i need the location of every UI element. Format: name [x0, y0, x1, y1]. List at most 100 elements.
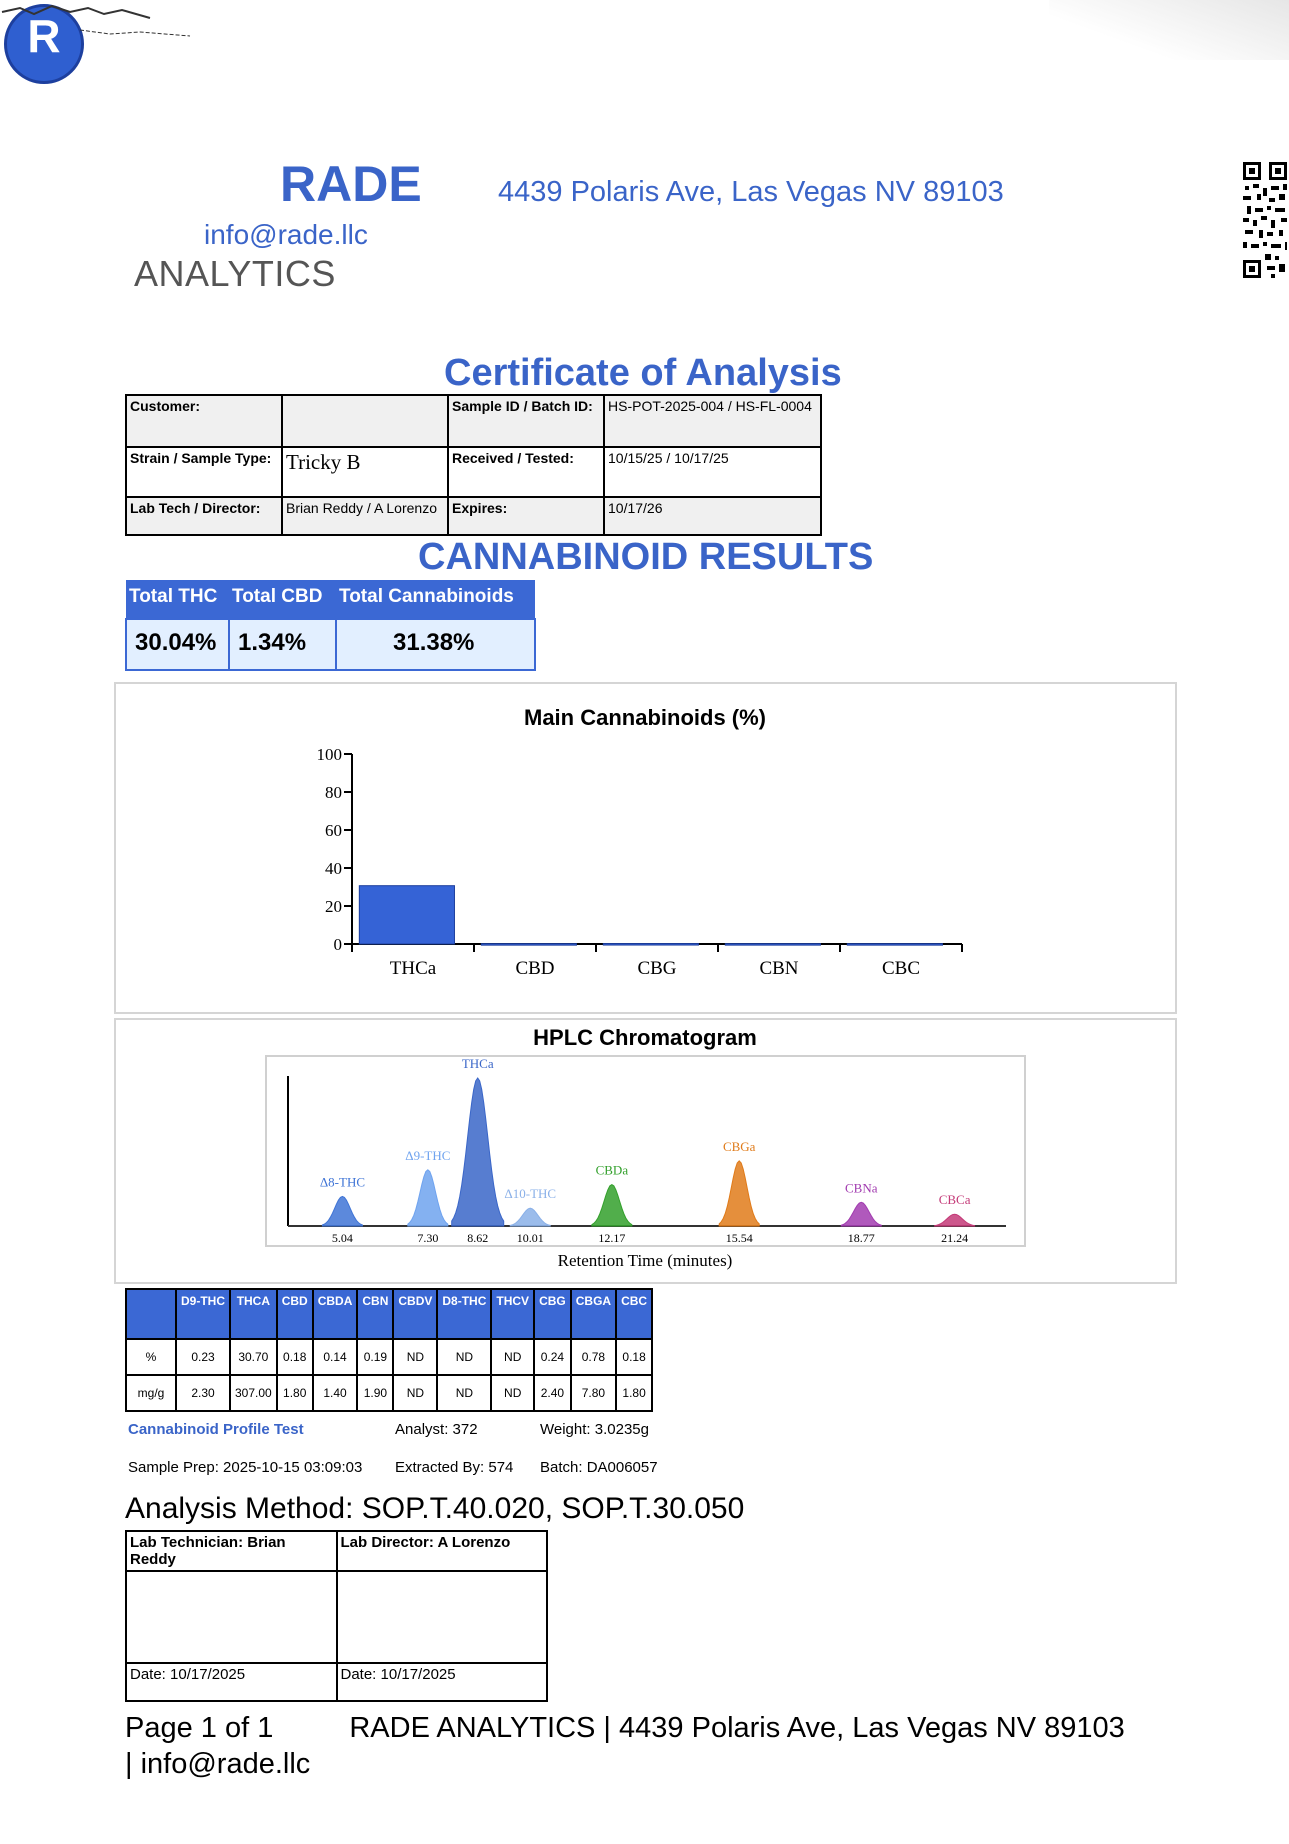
- hplc-peak-label: Δ8-THC: [320, 1174, 365, 1189]
- hplc-x-tick-label: 15.54: [726, 1231, 753, 1245]
- profile-cell: 0.78: [569, 1338, 618, 1376]
- sample-id-value: HS-POT-2025-004 / HS-FL-0004: [603, 394, 822, 448]
- customer-label: Customer:: [125, 394, 283, 448]
- hplc-peak-3: [509, 1207, 551, 1227]
- profile-header-cell: CBG: [533, 1288, 572, 1340]
- batch-info: Batch: DA006057: [540, 1459, 658, 1476]
- profile-cell: 2.40: [533, 1374, 572, 1412]
- hplc-peak-2: [451, 1077, 505, 1227]
- logo-scribble-mark: [1, 4, 191, 37]
- bar-cbg: [602, 943, 699, 946]
- hplc-x-tick-label: 12.17: [598, 1231, 625, 1245]
- profile-cell: 30.70: [229, 1338, 278, 1376]
- profile-cell: ND: [392, 1338, 439, 1376]
- profile-row-label: %: [125, 1338, 177, 1376]
- bar-y-tick-label: 100: [317, 745, 343, 764]
- profile-cell: 1.40: [311, 1374, 359, 1412]
- labtech-label: Lab Tech / Director:: [125, 496, 283, 536]
- page-corner-shadow: [1049, 0, 1289, 60]
- bar-cbd: [480, 943, 577, 946]
- lab-technician-signature: [125, 1570, 338, 1664]
- profile-cell: 1.90: [356, 1374, 395, 1412]
- profile-cell: 1.80: [615, 1374, 654, 1412]
- bar-chart-bars: [358, 885, 943, 946]
- profile-cell: ND: [392, 1374, 439, 1412]
- received-value: 10/15/25 / 10/17/25: [603, 446, 822, 498]
- hplc-peak-label: Δ9-THC: [405, 1148, 450, 1163]
- hplc-x-tick-label: 21.24: [941, 1231, 968, 1245]
- profile-header-cell: CBDV: [392, 1288, 439, 1340]
- hplc-peak-label: CBDa: [596, 1163, 629, 1178]
- hplc-peak-label: THCa: [462, 1056, 494, 1071]
- profile-cell: 0.18: [275, 1338, 314, 1376]
- brand-address: 4439 Polaris Ave, Las Vegas NV 89103: [498, 176, 1004, 208]
- hplc-x-tick-label: 18.77: [848, 1231, 875, 1245]
- hplc-x-tick-label: 7.30: [417, 1231, 438, 1245]
- bar-category-label: THCa: [390, 958, 437, 979]
- bar-thca: [358, 885, 455, 945]
- hplc-peak-7: [934, 1213, 976, 1227]
- profile-header-row: D9-THC THCA CBD CBDA CBN CBDV D8-THC THCV CBG CBG…: [125, 1288, 654, 1340]
- received-label: Received / Tested:: [447, 446, 605, 498]
- lab-director-signature: [335, 1570, 548, 1664]
- bar-category-label: CBD: [515, 958, 554, 979]
- hplc-x-label: Retention Time (minutes): [558, 1251, 733, 1270]
- profile-header-cell: CBDA: [311, 1288, 359, 1340]
- profile-cell: 1.80: [275, 1374, 314, 1412]
- logo-letter: R: [27, 10, 61, 62]
- rade-logo: R: [4, 4, 84, 84]
- qr-code-icon[interactable]: [1241, 160, 1289, 280]
- lab-technician-date: Date: 10/17/2025: [125, 1662, 338, 1702]
- brand-name: RADE: [280, 156, 422, 212]
- extracted-by-info: Extracted By: 574: [395, 1459, 514, 1476]
- bar-y-tick-label: 60: [325, 821, 342, 840]
- labtech-value: Brian Reddy / A Lorenzo: [281, 496, 449, 536]
- profile-cell: 2.30: [175, 1374, 231, 1412]
- total-thc-value: 30.04%: [125, 618, 230, 671]
- profile-header-cell: D8-THC: [436, 1288, 493, 1340]
- page-number: Page 1 of 1: [125, 1712, 274, 1744]
- sample-prep-info: Sample Prep: 2025-10-15 03:09:03: [128, 1459, 363, 1476]
- signature-table: Lab Technician: Brian Reddy Lab Director…: [125, 1530, 548, 1702]
- profile-cell: ND: [490, 1338, 536, 1376]
- total-thc-header: Total THC: [126, 580, 229, 619]
- certificate-title: Certificate of Analysis: [444, 352, 842, 394]
- total-cbd-value: 1.34%: [228, 618, 337, 671]
- hplc-x-tick-label: 8.62: [467, 1231, 488, 1245]
- total-cbd-header: Total CBD: [229, 580, 336, 619]
- bar-y-tick-label: 40: [325, 859, 342, 878]
- brand-email[interactable]: info@rade.llc: [204, 219, 368, 250]
- hplc-peak-label: CBNa: [845, 1180, 878, 1195]
- hplc-peak-1: [407, 1169, 449, 1227]
- hplc-title: HPLC Chromatogram: [533, 1025, 757, 1050]
- profile-header-cell: [125, 1288, 177, 1340]
- expires-value: 10/17/26: [603, 496, 822, 536]
- totals-table: Total THC Total CBD Total Cannabinoids 3…: [125, 580, 536, 671]
- profile-header-cell: CBC: [615, 1288, 654, 1340]
- total-cannabinoids-value: 31.38%: [335, 618, 536, 671]
- bar-y-tick-label: 20: [325, 897, 342, 916]
- bar-category-label: CBN: [759, 958, 798, 979]
- weight-info: Weight: 3.0235g: [540, 1421, 649, 1438]
- hplc-x-tick-label: 10.01: [517, 1231, 544, 1245]
- profile-header-cell: CBGA: [569, 1288, 618, 1340]
- bar-chart-panel: [114, 682, 1177, 1014]
- bar-cbn: [724, 943, 821, 946]
- hplc-peak-label: CBGa: [723, 1139, 756, 1154]
- brand-subtitle: ANALYTICS: [134, 253, 336, 294]
- profile-cell: 7.80: [569, 1374, 618, 1412]
- profile-cell: ND: [436, 1338, 493, 1376]
- analysis-method: Analysis Method: SOP.T.40.020, SOP.T.30.…: [125, 1492, 745, 1525]
- hplc-chromatogram: HPLC Chromatogram Δ8-THC Δ9-THC THCa Δ10-TH…: [265, 1025, 1026, 1270]
- bar-category-label: CBC: [882, 958, 920, 979]
- lab-technician-label: Lab Technician: Brian Reddy: [125, 1530, 338, 1572]
- profile-row-percent: % 0.23 30.70 0.18 0.14 0.19 ND ND ND 0.24 0.78 0.18: [125, 1338, 654, 1376]
- profile-test-label: Cannabinoid Profile Test: [128, 1421, 304, 1438]
- hplc-peak-4: [591, 1184, 633, 1227]
- bar-chart-title: Main Cannabinoids (%): [524, 705, 766, 730]
- footer-text: RADE ANALYTICS | 4439 Polaris Ave, Las V…: [125, 1712, 1125, 1780]
- bar-category-label: CBG: [637, 958, 676, 979]
- profile-cell: 0.19: [356, 1338, 395, 1376]
- hplc-peak-label: Δ10-THC: [504, 1186, 556, 1201]
- profile-cell: ND: [490, 1374, 536, 1412]
